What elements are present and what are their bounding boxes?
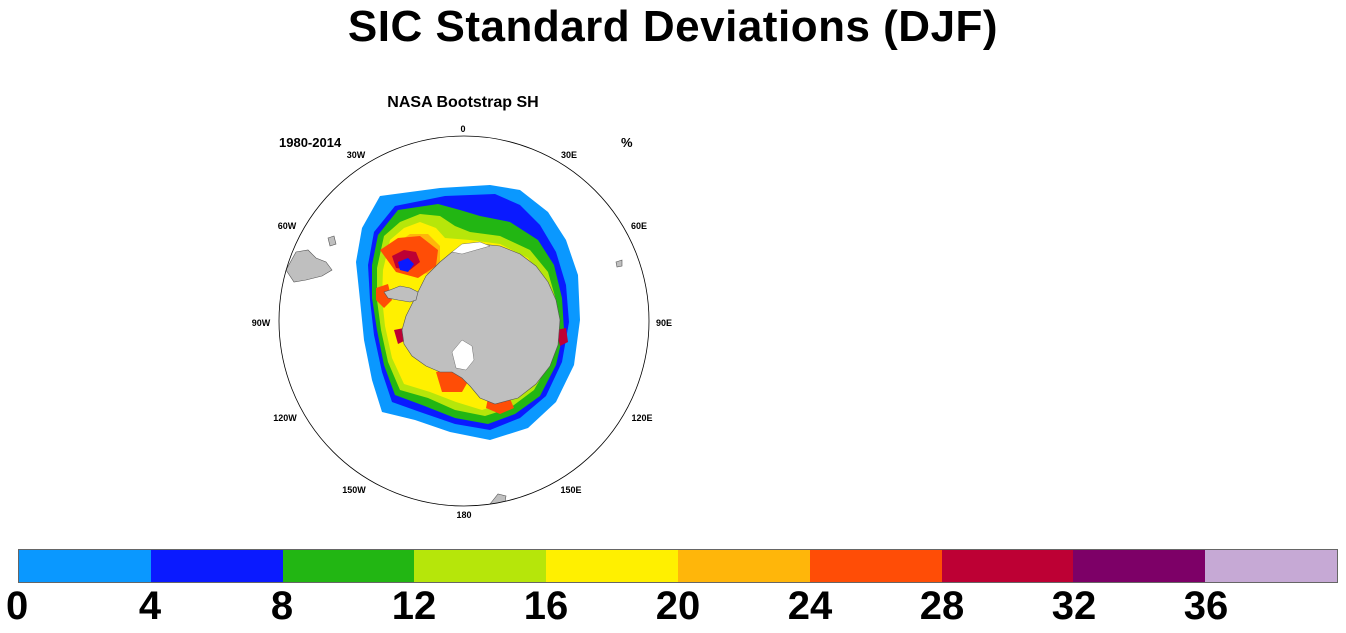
units-label: % <box>621 135 633 150</box>
lon-label-180: 180 <box>456 510 472 520</box>
colorbar-swatch-8 <box>1073 550 1206 582</box>
kerguelen-island <box>615 259 623 268</box>
lon-label-120w: 120W <box>273 413 297 423</box>
page-title: SIC Standard Deviations (DJF) <box>347 2 999 51</box>
colorbar-tick-0: 0 <box>6 584 29 628</box>
colorbar-swatch-5 <box>677 550 810 582</box>
sic-core-deep-a <box>398 258 414 272</box>
colorbar-swatch-3 <box>414 550 547 582</box>
colorbar-swatch-4 <box>546 550 678 582</box>
lon-label-150w: 150W <box>342 485 366 495</box>
antarctic-peninsula <box>383 285 419 303</box>
lon-label-60e: 60E <box>630 221 648 231</box>
map-content <box>285 185 623 506</box>
colorbar-swatch-1 <box>150 550 283 582</box>
colorbar-tick-8: 8 <box>270 584 294 628</box>
colorbar-tick-36: 36 <box>1183 584 1229 628</box>
colorbar-swatch-0 <box>19 550 151 582</box>
colorbar-tick-24: 24 <box>787 584 833 628</box>
lon-label-90w: 90W <box>251 318 271 328</box>
lon-label-60w: 60W <box>277 221 297 231</box>
colorbar-swatch-2 <box>282 550 415 582</box>
colorbar-tick-28: 28 <box>919 584 965 628</box>
colorbar <box>18 549 1338 583</box>
sic-band-24-28-d <box>376 284 392 308</box>
weddell-ice-shelf <box>451 241 491 255</box>
map-subtitle: NASA Bootstrap SH <box>387 94 539 111</box>
colorbar-swatch-9 <box>1205 550 1337 582</box>
lon-label-30w: 30W <box>346 150 366 160</box>
colorbar-tick-12: 12 <box>391 584 437 628</box>
colorbar-tick-20: 20 <box>655 584 701 628</box>
colorbar-tick-16: 16 <box>523 584 569 628</box>
lon-label-150e: 150E <box>560 485 582 495</box>
colorbar-tick-32: 32 <box>1051 584 1097 628</box>
falkland-island <box>327 235 337 247</box>
period-label: 1980-2014 <box>279 135 342 150</box>
colorbar-swatch-7 <box>941 550 1074 582</box>
colorbar-swatch-6 <box>809 550 942 582</box>
lon-label-0: 0 <box>460 124 466 134</box>
ross-ice-shelf <box>451 339 475 371</box>
colorbar-tick-4: 4 <box>138 584 162 628</box>
lon-label-120e: 120E <box>631 413 653 423</box>
map-boundary-circle <box>278 135 650 507</box>
lon-label-30e: 30E <box>560 150 578 160</box>
lon-label-90e: 90E <box>655 318 673 328</box>
south-america-land <box>285 249 333 283</box>
